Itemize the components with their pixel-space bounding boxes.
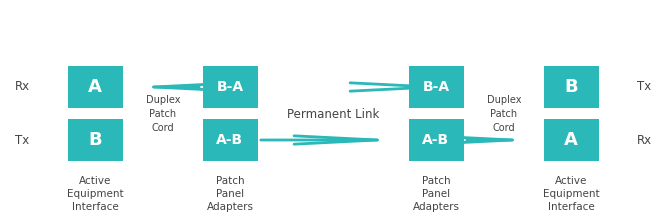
FancyBboxPatch shape — [408, 119, 464, 161]
Text: B: B — [88, 131, 102, 149]
FancyBboxPatch shape — [67, 119, 123, 161]
Text: A: A — [88, 78, 102, 96]
Text: B-A: B-A — [216, 80, 244, 94]
Text: Patch
Panel
Adapters: Patch Panel Adapters — [412, 176, 460, 212]
FancyBboxPatch shape — [67, 66, 123, 108]
Text: B-A: B-A — [422, 80, 450, 94]
Text: A-B: A-B — [422, 133, 450, 147]
Text: Tx: Tx — [15, 133, 29, 147]
FancyBboxPatch shape — [202, 66, 258, 108]
FancyBboxPatch shape — [543, 119, 599, 161]
FancyBboxPatch shape — [202, 119, 258, 161]
FancyBboxPatch shape — [543, 66, 599, 108]
Text: Rx: Rx — [637, 133, 651, 147]
Text: Patch
Panel
Adapters: Patch Panel Adapters — [206, 176, 254, 212]
Text: A: A — [564, 131, 578, 149]
Text: Permanent Link: Permanent Link — [287, 107, 379, 121]
Text: Rx: Rx — [15, 81, 29, 93]
Text: Duplex
Patch
Cord: Duplex Patch Cord — [487, 95, 521, 133]
Text: Active
Equipment
Interface: Active Equipment Interface — [543, 176, 599, 212]
Text: A-B: A-B — [216, 133, 244, 147]
Text: B: B — [564, 78, 578, 96]
Text: Active
Equipment
Interface: Active Equipment Interface — [67, 176, 123, 212]
FancyBboxPatch shape — [408, 66, 464, 108]
Text: Duplex
Patch
Cord: Duplex Patch Cord — [146, 95, 180, 133]
Text: Tx: Tx — [637, 81, 651, 93]
